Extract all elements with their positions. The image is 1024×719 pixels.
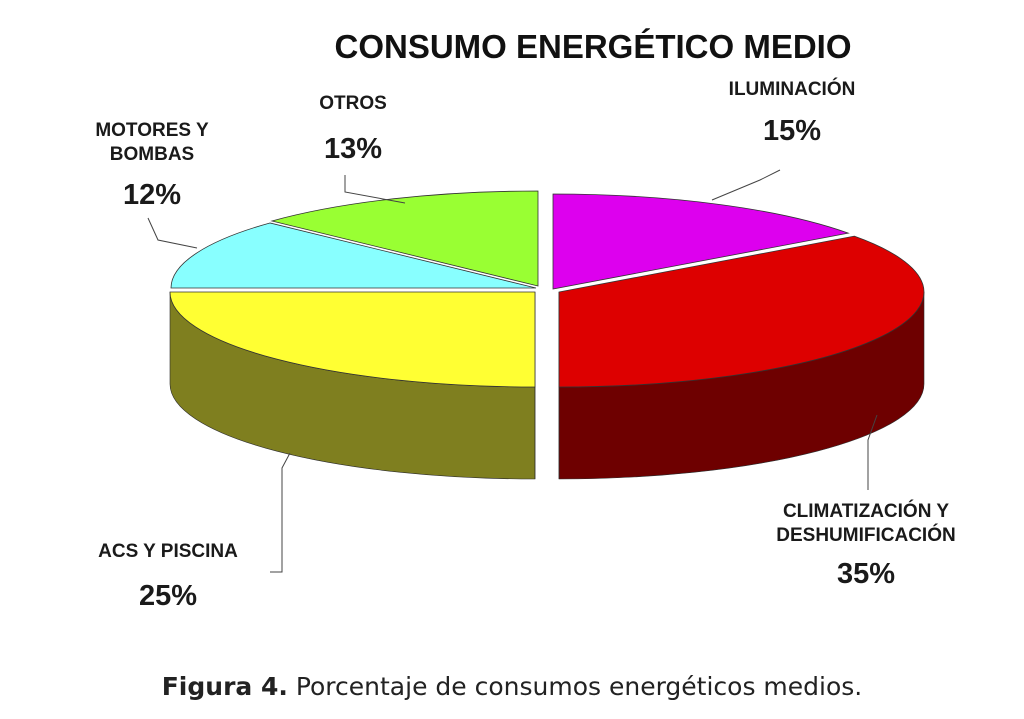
pie-slice-acs-y-piscina	[169, 291, 536, 388]
slice-label-iluminacion: ILUMINACIÓN	[729, 78, 856, 100]
pie-slice-otros	[270, 190, 539, 287]
slice-value-otros: 13%	[324, 133, 382, 165]
slice-label-otros: OTROS	[319, 93, 387, 114]
leader-line-motores-y-bombas	[147, 217, 198, 249]
pie-slice-motores-y-bombas	[170, 222, 537, 289]
slice-label-climatizacion-y-deshumificacion: DESHUMIFICACIÓN	[776, 524, 955, 546]
pie-slice-climatizacion-y-deshumificacion	[558, 235, 925, 388]
slice-value-climatizacion-y-deshumificacion: 35%	[837, 558, 895, 590]
slice-label-motores-y-bombas: MOTORES Y	[95, 120, 209, 141]
slice-value-motores-y-bombas: 12%	[123, 179, 181, 211]
slice-value-acs-y-piscina: 25%	[139, 580, 197, 612]
chart-title: CONSUMO ENERGÉTICO MEDIO	[334, 28, 851, 65]
leader-line-iluminacion	[711, 169, 781, 201]
slice-label-climatizacion-y-deshumificacion: CLIMATIZACIÓN Y	[783, 500, 949, 522]
slice-value-iluminacion: 15%	[763, 115, 821, 147]
leader-line-otros	[344, 175, 406, 204]
caption-prefix: Figura 4.	[161, 672, 288, 701]
pie-slice-iluminacion	[552, 193, 850, 290]
slice-label-acs-y-piscina: ACS Y PISCINA	[98, 541, 238, 562]
leader-line-acs-y-piscina	[270, 452, 291, 573]
leader-line-climatizacion-y-deshumificacion	[867, 414, 878, 490]
figure-caption: Figura 4. Porcentaje de consumos energét…	[0, 672, 1024, 701]
caption-text: Porcentaje de consumos energéticos medio…	[287, 672, 863, 701]
slice-label-motores-y-bombas: BOMBAS	[110, 144, 194, 165]
